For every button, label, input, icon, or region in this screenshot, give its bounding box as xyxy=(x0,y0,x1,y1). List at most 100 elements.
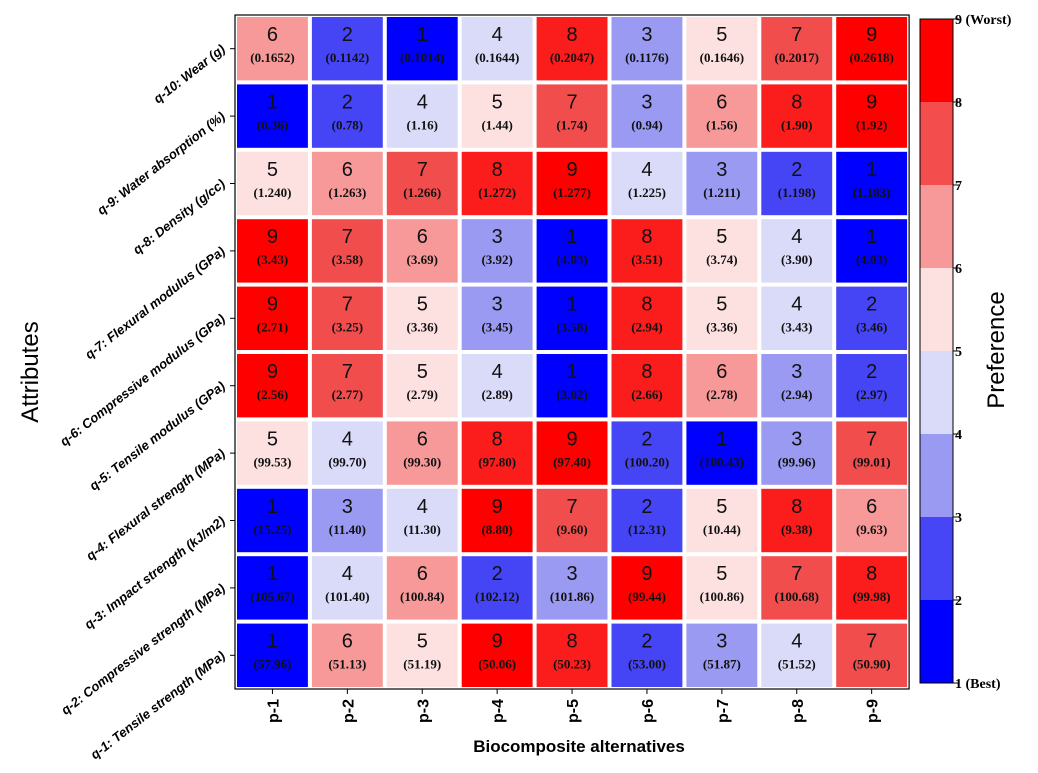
heatmap-cell: 9 (99.44) xyxy=(611,556,683,620)
cell-rect xyxy=(311,623,383,687)
cell-rank: 9 xyxy=(492,496,503,518)
column-label: p-6 xyxy=(640,699,657,723)
cell-rank: 6 xyxy=(417,226,428,248)
heatmap-cell: 7 (99.01) xyxy=(836,421,908,485)
heatmap-cell: 5 (10.44) xyxy=(686,488,758,553)
cell-value: (2.94) xyxy=(781,387,812,402)
heatmap-cell: 5 (51.19) xyxy=(386,623,458,687)
heatmap-cell: 2 (0.78) xyxy=(311,84,383,148)
heatmap-cell: 9 (97.40) xyxy=(536,421,608,485)
cell-rank: 5 xyxy=(716,226,727,248)
heatmap-cell: 8 (2.66) xyxy=(611,354,683,418)
cell-value: (53.00) xyxy=(628,657,666,672)
column-label: p-8 xyxy=(790,699,807,723)
cell-value: (1.183) xyxy=(853,185,891,200)
cell-rect xyxy=(836,219,908,283)
cell-rank: 1 xyxy=(566,361,577,383)
cell-rank: 1 xyxy=(267,496,278,518)
heatmap-cell: 7 (2.77) xyxy=(311,354,383,418)
cell-rank: 5 xyxy=(267,428,278,450)
cell-rank: 6 xyxy=(866,496,877,518)
heatmap-cell: 6 (1.56) xyxy=(686,84,758,148)
cell-rank: 6 xyxy=(417,428,428,450)
heatmap-cell: 5 (1.240) xyxy=(237,151,308,216)
cell-rank: 6 xyxy=(716,361,727,383)
cell-rank: 8 xyxy=(566,24,577,46)
cell-rect xyxy=(461,151,533,216)
colorbar-segment xyxy=(920,19,953,102)
cell-rank: 7 xyxy=(342,226,353,248)
colorbar-segment xyxy=(920,185,953,268)
cell-rect xyxy=(761,84,833,148)
heatmap-cell: 2 (100.20) xyxy=(611,421,683,485)
cell-rect xyxy=(536,286,608,350)
cell-rect xyxy=(611,219,683,283)
colorbar-title: Preference xyxy=(983,291,1010,408)
cell-rect xyxy=(836,488,908,553)
cell-value: (12.31) xyxy=(628,522,666,537)
cell-rect xyxy=(761,421,833,485)
cell-value: (100.86) xyxy=(700,589,744,604)
cell-rect xyxy=(761,488,833,553)
heatmap-cell: 1 (0.1014) xyxy=(386,17,458,81)
heatmap-cells: 6 (0.1652) 2 (0.1142) 1 (0.1014) 4 (0.1644) 8 (0.… xyxy=(234,14,910,690)
heatmap-cell: 3 (99.96) xyxy=(761,421,833,485)
cell-value: (2.78) xyxy=(706,387,737,402)
colorbar: 1 (Best) 2 3 4 5 6 7 8 9 (Worst) xyxy=(919,13,1012,692)
heatmap-cell: 7 (100.68) xyxy=(761,556,833,620)
cell-value: (1.272) xyxy=(478,185,516,200)
cell-value: (4.03) xyxy=(556,252,587,267)
cell-rect xyxy=(386,17,458,81)
cell-value: (0.1142) xyxy=(325,50,369,65)
cell-rect xyxy=(836,354,908,418)
heatmap-cell: 2 (1.198) xyxy=(761,151,833,216)
cell-value: (3.69) xyxy=(407,252,438,267)
colorbar-tick-label: 6 xyxy=(955,262,962,277)
cell-value: (0.36) xyxy=(257,117,288,132)
cell-rank: 8 xyxy=(492,428,503,450)
heatmap-cell: 3 (3.45) xyxy=(461,286,533,350)
heatmap-cell: 9 (50.06) xyxy=(461,623,533,687)
cell-rank: 9 xyxy=(267,294,278,316)
cell-rank: 6 xyxy=(342,631,353,653)
cell-rank: 6 xyxy=(267,24,278,46)
cell-value: (2.56) xyxy=(257,387,288,402)
cell-value: (10.44) xyxy=(703,522,741,537)
heatmap-cell: 1 (4.03) xyxy=(536,219,608,283)
heatmap-cell: 3 (0.94) xyxy=(611,84,683,148)
heatmap-cell: 5 (3.36) xyxy=(686,286,758,350)
cell-rect xyxy=(386,623,458,687)
heatmap-cell: 9 (1.277) xyxy=(536,151,608,216)
cell-rect xyxy=(536,623,608,687)
cell-value: (0.2618) xyxy=(849,50,893,65)
row-labels: q-10: Wear (g)q-9: Water absorption (%)q… xyxy=(57,41,235,762)
cell-rect xyxy=(311,421,383,485)
cell-rank: 1 xyxy=(716,428,727,450)
cell-rect xyxy=(536,421,608,485)
heatmap-cell: 3 (101.86) xyxy=(536,556,608,620)
heatmap-cell: 6 (0.1652) xyxy=(237,17,308,81)
cell-value: (102.12) xyxy=(475,589,519,604)
heatmap-cell: 6 (51.13) xyxy=(311,623,383,687)
heatmap-cell: 9 (3.43) xyxy=(237,219,308,283)
heatmap-cell: 8 (9.38) xyxy=(761,488,833,553)
cell-rect xyxy=(386,151,458,216)
cell-value: (1.44) xyxy=(481,117,512,132)
cell-rect xyxy=(611,354,683,418)
cell-rank: 2 xyxy=(342,24,353,46)
heatmap-cell: 4 (1.225) xyxy=(611,151,683,216)
cell-rect xyxy=(536,17,608,81)
cell-value: (100.20) xyxy=(625,454,669,469)
cell-rank: 7 xyxy=(566,91,577,113)
cell-rect xyxy=(611,421,683,485)
cell-rank: 4 xyxy=(492,24,503,46)
cell-rect xyxy=(311,556,383,620)
cell-value: (3.02) xyxy=(556,387,587,402)
heatmap-cell: 7 (9.60) xyxy=(536,488,608,553)
heatmap-cell: 2 (2.97) xyxy=(836,354,908,418)
cell-rank: 3 xyxy=(492,294,503,316)
heatmap-cell: 1 (3.58) xyxy=(536,286,608,350)
cell-rank: 8 xyxy=(791,91,802,113)
heatmap-cell: 2 (12.31) xyxy=(611,488,683,553)
heatmap-cell: 6 (99.30) xyxy=(386,421,458,485)
